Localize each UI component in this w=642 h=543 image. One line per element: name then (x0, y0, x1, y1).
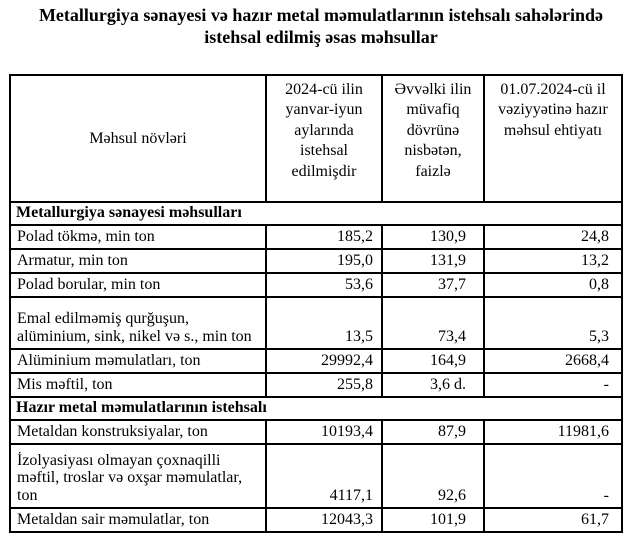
stock-value: 5,3 (483, 295, 623, 350)
percent-value: 164,9 (381, 347, 485, 374)
percent-value: 101,9 (381, 506, 485, 533)
produced-value: 53,6 (265, 271, 383, 298)
section-title: Hazır metal məmulatlarının istehsalı (9, 395, 623, 421)
produced-value: 10193,4 (265, 418, 383, 445)
row-uninsulated-stranded-wire: İzolyasiyası olmayan çoxnaqilli məftil, … (9, 442, 623, 509)
stock-value: - (483, 371, 623, 398)
percent-value: 131,9 (381, 247, 485, 274)
row-unprocessed-lead-aluminium-zinc-nickel: Emal edilməmiş qurğuşun, alüminium, sink… (9, 295, 623, 350)
section-title: Metallurgiya sənayesi məhsulları (9, 200, 623, 226)
product-label: Metaldan konstruksiyalar, ton (9, 418, 267, 445)
produced-value: 29992,4 (265, 347, 383, 374)
row-copper-wire: Mis məftil, ton 255,8 3,6 d. - (9, 371, 623, 398)
percent-value: 87,9 (381, 418, 485, 445)
column-header-product-types: Məhsul növləri (9, 73, 267, 203)
stock-value: - (483, 442, 623, 509)
percent-value: 73,4 (381, 295, 485, 350)
produced-value: 185,2 (265, 223, 383, 250)
produced-value: 12043,3 (265, 506, 383, 533)
row-steel-casting: Polad tökmə, min ton 185,2 130,9 24,8 (9, 223, 623, 250)
page-title: Metallurgiya sənayesi və hazır metal məm… (38, 5, 604, 47)
product-label: Mis məftil, ton (9, 371, 267, 398)
stock-value: 13,2 (483, 247, 623, 274)
products-table: Məhsul növləri 2024-cü ilin yanvar-iyun … (9, 73, 623, 533)
produced-value: 13,5 (265, 295, 383, 350)
product-label: Polad tökmə, min ton (9, 223, 267, 250)
stock-value: 24,8 (483, 223, 623, 250)
product-label: İzolyasiyası olmayan çoxnaqilli məftil, … (9, 442, 267, 509)
percent-value: 3,6 d. (381, 371, 485, 398)
product-label: Armatur, min ton (9, 247, 267, 274)
product-label: Polad borular, min ton (9, 271, 267, 298)
section-row-finished-metal-products: Hazır metal məmulatlarının istehsalı (9, 395, 623, 421)
produced-value: 4117,1 (265, 442, 383, 509)
stock-value: 2668,4 (483, 347, 623, 374)
section-row-metallurgy: Metallurgiya sənayesi məhsulları (9, 200, 623, 226)
column-header-produced-2024: 2024-cü ilin yanvar-iyun aylarında isteh… (265, 73, 383, 203)
percent-value: 92,6 (381, 442, 485, 509)
row-rebar: Armatur, min ton 195,0 131,9 13,2 (9, 247, 623, 274)
row-metal-constructions: Metaldan konstruksiyalar, ton 10193,4 87… (9, 418, 623, 445)
product-label: Metaldan sair məmulatlar, ton (9, 506, 267, 533)
row-other-metal-products: Metaldan sair məmulatlar, ton 12043,3 10… (9, 506, 623, 533)
column-header-finished-stock: 01.07.2024-cü il vəziyyətinə hazır məhsu… (483, 73, 623, 203)
column-header-percent-vs-prev-year: Əvvəlki ilin müvafiq dövrünə nisbətən, f… (381, 73, 485, 203)
percent-value: 37,7 (381, 271, 485, 298)
stock-value: 11981,6 (483, 418, 623, 445)
produced-value: 255,8 (265, 371, 383, 398)
stock-value: 0,8 (483, 271, 623, 298)
header-row: Məhsul növləri 2024-cü ilin yanvar-iyun … (9, 73, 623, 203)
row-aluminium-products: Alüminium məmulatları, ton 29992,4 164,9… (9, 347, 623, 374)
row-steel-pipes: Polad borular, min ton 53,6 37,7 0,8 (9, 271, 623, 298)
percent-value: 130,9 (381, 223, 485, 250)
product-label: Emal edilməmiş qurğuşun, alüminium, sink… (9, 295, 267, 350)
stock-value: 61,7 (483, 506, 623, 533)
produced-value: 195,0 (265, 247, 383, 274)
product-label: Alüminium məmulatları, ton (9, 347, 267, 374)
